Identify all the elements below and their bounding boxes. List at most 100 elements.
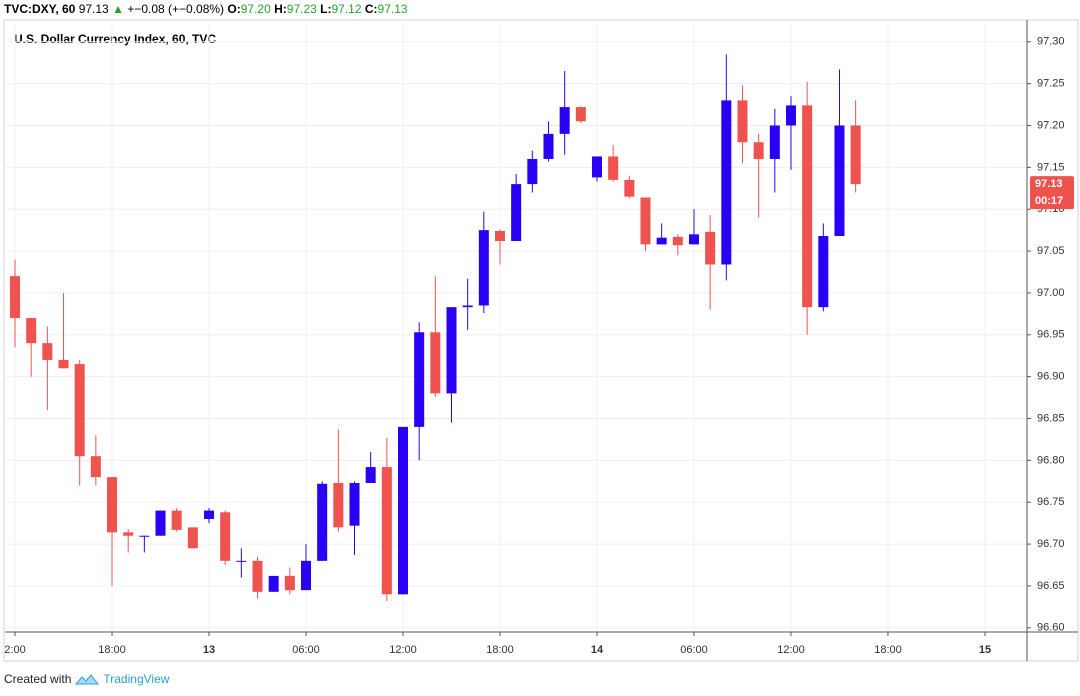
candle-body [220,512,231,561]
candle-body [608,156,619,180]
candle-body [74,364,85,457]
candle-body [527,158,538,185]
candle-body [591,156,603,178]
high: 97.23 [286,2,317,16]
price-tag [1030,176,1074,210]
candle-body [769,125,780,159]
candle-body [705,231,716,265]
countdown: 00:17 [1035,195,1063,207]
y-tick-label: 97.00 [1037,287,1065,299]
x-tick-label: 13 [203,644,215,656]
candle-body [284,575,295,591]
chart: U.S. Dollar Currency Index, 60, TVC 96.6… [3,19,1079,662]
candle-body [559,107,570,134]
candle-body [753,142,764,159]
candle-body [624,179,635,197]
y-tick-label: 97.15 [1037,161,1065,173]
o-label: O: [227,2,241,16]
y-tick-label: 96.60 [1037,622,1065,634]
y-tick-label: 97.30 [1037,36,1065,48]
x-tick-label: 18:00 [486,644,514,656]
candle-body [494,230,506,242]
y-tick-label: 96.65 [1037,580,1065,592]
symbol-header: TVC:DXY, 60 97.13 ▲ +−0.08 (+−0.08%) O:9… [4,2,408,16]
y-tick-label: 96.75 [1037,496,1065,508]
candle-body [10,276,21,319]
change: +−0.08 (+−0.08%) [127,2,225,16]
h-label: H: [274,2,287,16]
candle-body [656,237,667,245]
candle-body [187,527,198,549]
x-tick-label: 18:00 [874,644,902,656]
l-label: L: [320,2,332,16]
candle-body [107,477,118,533]
candle-body [26,318,37,344]
candle-body [365,467,376,483]
candle-body [300,560,312,591]
x-tick-label: 12:00 [389,644,417,656]
c-label: C: [364,2,378,16]
x-tick-label: 06:00 [680,644,708,656]
y-tick-label: 97.05 [1037,245,1065,257]
y-tick-label: 96.80 [1037,454,1065,466]
candle-body [802,105,813,308]
created-with: Created with [4,672,72,686]
candle-body [462,305,473,308]
candle-body [478,230,489,306]
candle-body [640,197,651,245]
candle-body [90,456,101,478]
open: 97.20 [240,2,271,16]
arrow: ▲ [112,2,124,16]
candle-body [204,510,215,519]
candle-body [381,467,392,595]
price-tag-value: 97.13 [1035,178,1063,190]
candle-body [349,482,360,526]
y-tick-label: 96.70 [1037,538,1065,550]
candle-body [414,332,425,427]
candle-body [139,535,150,537]
candle-body [155,510,166,536]
x-tick-label: 14 [591,644,604,656]
footer: Created with TradingView [4,672,169,686]
candle-body [317,483,328,561]
brand[interactable]: TradingView [103,672,170,686]
low: 97.12 [331,2,362,16]
candle-body [672,236,683,246]
logo [75,674,100,685]
candle-body [397,426,409,595]
candle-body [333,482,344,528]
last: 97.13 [78,2,109,16]
candle-body [834,125,845,236]
candle-body [688,234,699,245]
candle-body [236,560,247,562]
candle-body [171,510,182,530]
candle-body [721,100,732,265]
candle-body [252,560,263,592]
candle-body [737,100,748,143]
candle-body [543,133,554,159]
x-tick-label: 18:00 [98,644,126,656]
y-tick-label: 96.90 [1037,371,1065,383]
y-tick-label: 97.25 [1037,78,1065,90]
y-tick-label: 96.85 [1037,412,1065,424]
candle-body [430,332,441,394]
candle-body [818,236,829,308]
candle-body [446,307,457,394]
candle-body [511,184,522,242]
chart-title: U.S. Dollar Currency Index, 60, TVC [14,32,216,46]
candle-body [850,125,861,185]
candle-body [123,532,134,536]
x-tick-label: 15 [979,644,991,656]
x-tick-label: 2:00 [4,644,25,656]
x-tick-label: 12:00 [777,644,805,656]
y-tick-label: 96.95 [1037,329,1065,341]
x-tick-label: 06:00 [292,644,320,656]
close: 97.13 [377,2,408,16]
candle-body [575,107,586,122]
candle-body [42,343,53,360]
y-tick-label: 97.20 [1037,119,1065,131]
candle-body [785,105,796,126]
candle-body [58,359,69,369]
symbol: TVC:DXY, 60 [4,2,76,16]
